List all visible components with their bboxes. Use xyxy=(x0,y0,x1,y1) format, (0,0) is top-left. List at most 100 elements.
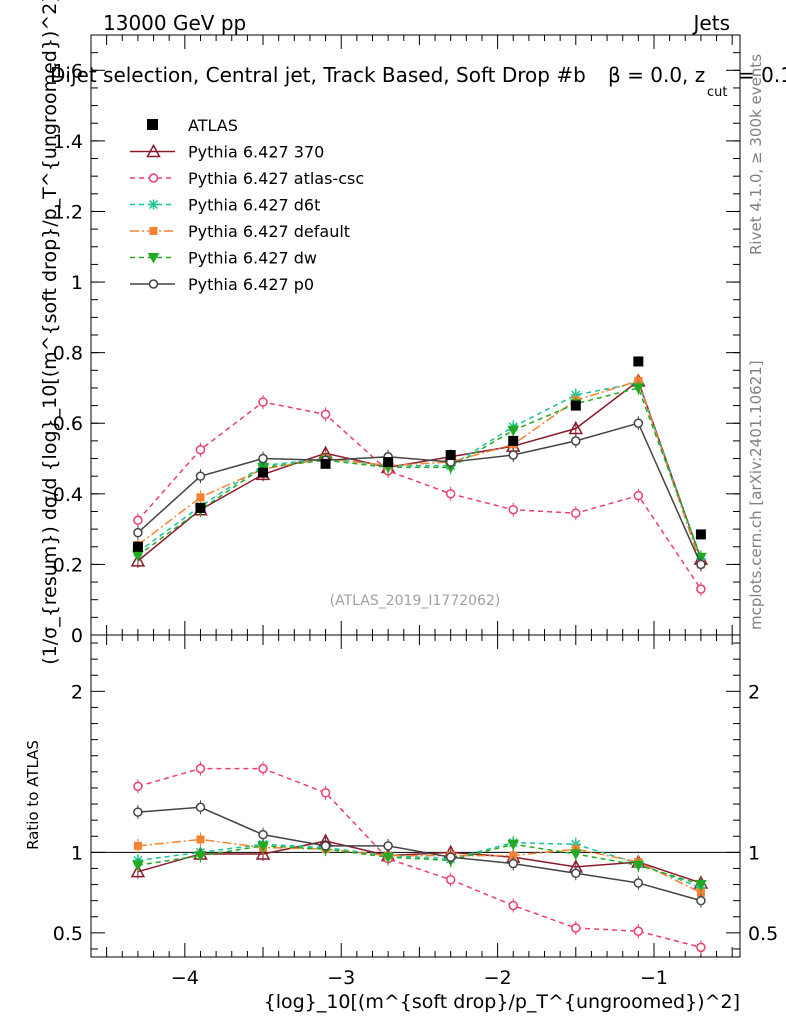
main-series-line xyxy=(137,422,702,565)
ratio-y-axis-label: Ratio to ATLAS xyxy=(24,740,42,850)
mcplots-label: mcplots.cern.ch [arXiv:2401.10621] xyxy=(747,360,765,630)
legend-label: Pythia 6.427 default xyxy=(188,222,350,241)
ratio-point xyxy=(569,849,582,860)
ratio-series-line xyxy=(137,841,702,889)
legend-marker xyxy=(147,119,158,130)
star-stroke xyxy=(148,199,159,210)
atlas-data-point xyxy=(570,400,581,411)
main-point xyxy=(508,450,518,460)
ratio-point xyxy=(571,923,581,933)
main-y-tick-label: 1.6 xyxy=(53,60,83,82)
ratio-point xyxy=(445,852,456,862)
ratio-point xyxy=(255,846,271,860)
atlas-data-point xyxy=(633,356,644,367)
main-point xyxy=(258,397,268,407)
ratio-point xyxy=(383,841,393,851)
main-point xyxy=(133,527,143,538)
legend-entry: Pythia 6.427 atlas-csc xyxy=(130,169,364,188)
legend-marker xyxy=(148,199,159,210)
ratio-series-group xyxy=(130,761,709,955)
ratio-point xyxy=(696,888,705,897)
ratio-point xyxy=(633,878,644,888)
main-y-tick-label: 0 xyxy=(71,625,83,647)
ratio-point xyxy=(632,860,645,872)
main-series-line xyxy=(137,379,702,565)
ratio-point xyxy=(695,880,707,891)
main-point xyxy=(195,471,206,481)
main-y-tick-label: 0.6 xyxy=(53,413,83,435)
ratio-point xyxy=(509,851,518,860)
ratio-point xyxy=(133,781,143,792)
legend-marker xyxy=(146,143,161,158)
ratio-point xyxy=(382,852,394,864)
legend-marker xyxy=(148,173,159,183)
beta-label: β = 0.0, z xyxy=(608,63,705,87)
legend-label: Pythia 6.427 p0 xyxy=(188,275,314,294)
ratio-series-line xyxy=(137,806,702,902)
main-point xyxy=(696,584,706,594)
ratio-series-line xyxy=(137,838,702,894)
ratio-point xyxy=(633,926,644,936)
atlas-data-point xyxy=(695,529,706,540)
x-tick-label: −1 xyxy=(640,967,668,989)
ratio-y-axis: 0.5 0.5 1 1 2 2 xyxy=(53,642,778,950)
ratio-y-tick-label: 2 xyxy=(71,681,83,703)
atlas-data-point xyxy=(508,435,519,446)
energy-label: 13000 GeV pp xyxy=(103,11,246,35)
main-point xyxy=(258,453,268,464)
atlas-data-point xyxy=(132,541,143,552)
legend-label: Pythia 6.427 d6t xyxy=(188,196,320,215)
analysis-id: (ATLAS_2019_I1772062) xyxy=(330,593,501,609)
x-axis: −4 −3 −2 −1 xyxy=(106,35,733,989)
main-point xyxy=(571,508,581,518)
ratio-y-tick-label-right: 0.5 xyxy=(748,923,778,945)
ratio-point xyxy=(445,874,456,885)
legend-entry: Pythia 6.427 370 xyxy=(130,143,324,162)
ratio-point xyxy=(194,851,207,862)
main-point xyxy=(634,376,643,385)
main-point xyxy=(568,420,584,435)
process-label: Jets xyxy=(692,11,730,35)
legend-label: ATLAS xyxy=(188,116,238,135)
main-point xyxy=(133,515,143,526)
ratio-series-line xyxy=(137,767,702,949)
main-y-axis: 0 0.2 0.4 0.6 0.8 1 1.2 1.4 1.6 xyxy=(53,52,740,647)
x-tick-label: −2 xyxy=(484,967,512,989)
ratio-point xyxy=(696,942,706,953)
ratio-point xyxy=(508,858,518,869)
main-point xyxy=(696,559,706,570)
legend-marker xyxy=(147,253,160,264)
ratio-point xyxy=(258,829,268,840)
main-series-line xyxy=(137,401,702,590)
x-tick-label: −4 xyxy=(171,967,199,989)
legend-label: Pythia 6.427 dw xyxy=(188,249,317,268)
main-series-group xyxy=(130,373,709,597)
ratio-point xyxy=(195,763,206,774)
main-point xyxy=(445,489,456,499)
data-points-group xyxy=(132,356,706,552)
main-series-line xyxy=(137,379,702,562)
ratio-series-line xyxy=(137,840,702,884)
legend-entry: Pythia 6.427 default xyxy=(130,222,350,241)
main-y-tick-label: 1 xyxy=(71,272,83,294)
ratio-point xyxy=(507,839,520,851)
legend-label: Pythia 6.427 atlas-csc xyxy=(188,169,364,188)
atlas-data-point xyxy=(195,502,206,513)
main-point xyxy=(508,504,518,515)
atlas-data-point xyxy=(320,458,331,469)
main-point xyxy=(632,383,645,394)
ratio-point xyxy=(257,841,269,852)
ratio-panel-frame xyxy=(90,634,741,958)
main-point xyxy=(130,553,146,567)
main-point xyxy=(633,490,644,501)
zcut-value: = 0.1 xyxy=(738,63,786,87)
ratio-point xyxy=(196,835,205,844)
atlas-data-point xyxy=(258,467,269,478)
main-point xyxy=(195,444,206,455)
ratio-point xyxy=(508,900,518,911)
ratio-y-tick-label: 0.5 xyxy=(53,923,83,945)
main-point xyxy=(571,436,581,446)
ratio-point xyxy=(132,860,144,872)
legend-entry: Pythia 6.427 d6t xyxy=(130,196,320,215)
legend-entry: Pythia 6.427 p0 xyxy=(130,275,314,294)
